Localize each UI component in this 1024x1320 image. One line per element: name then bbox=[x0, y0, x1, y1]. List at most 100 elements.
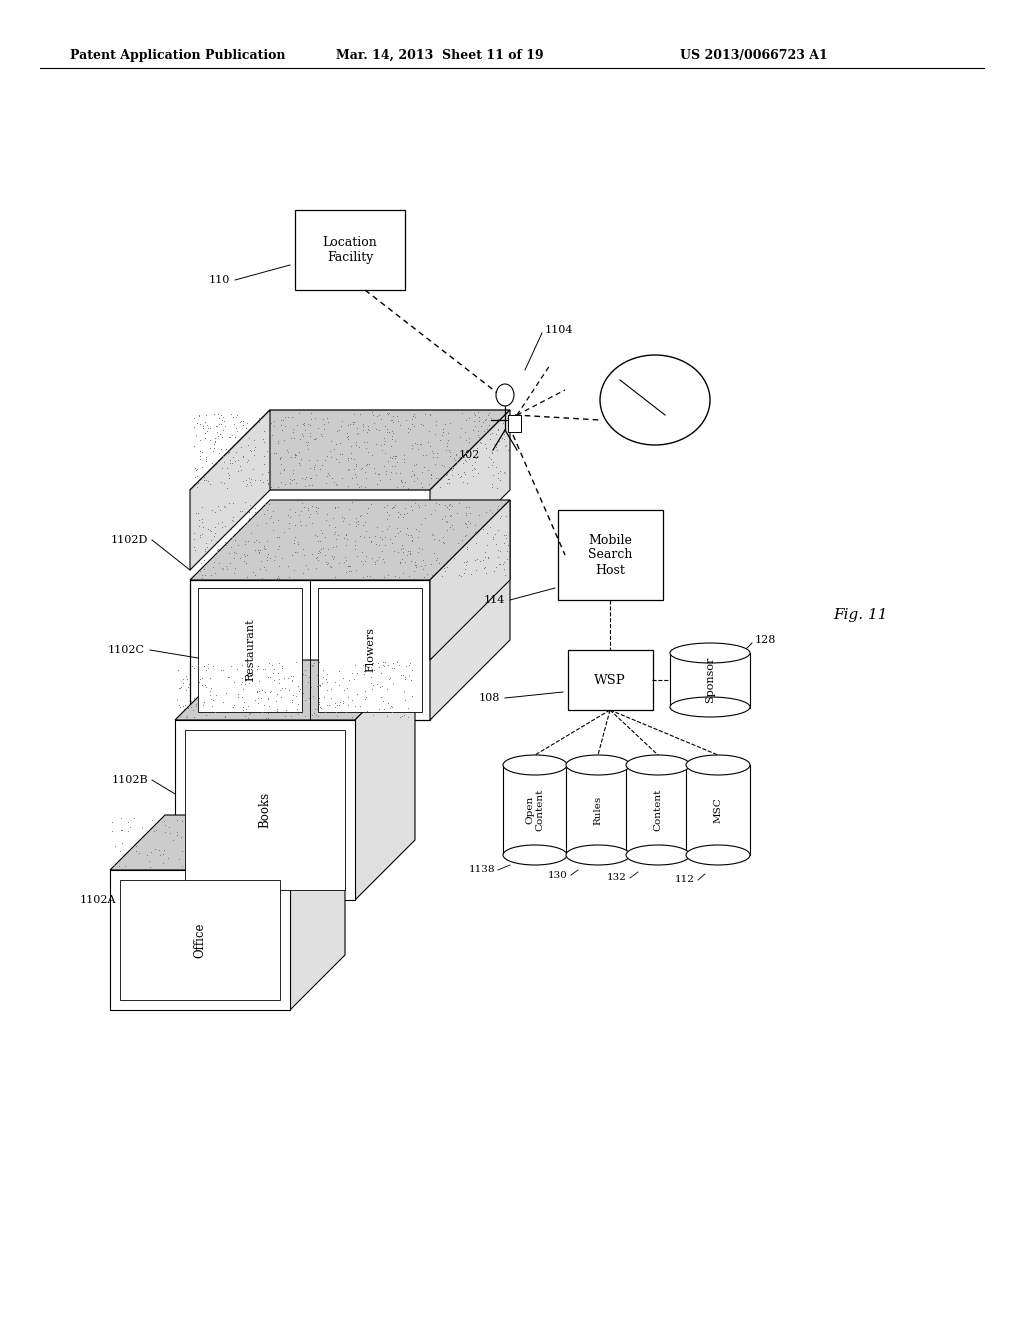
Point bbox=[499, 548, 515, 569]
Ellipse shape bbox=[503, 845, 567, 865]
Point bbox=[254, 701, 270, 722]
Point bbox=[485, 560, 502, 581]
Point bbox=[319, 829, 336, 850]
Point bbox=[480, 510, 497, 531]
Point bbox=[371, 420, 387, 441]
Point bbox=[384, 412, 400, 433]
Point bbox=[257, 818, 273, 840]
Point bbox=[406, 404, 422, 425]
Point bbox=[416, 566, 432, 587]
Point bbox=[355, 655, 372, 676]
Point bbox=[251, 541, 267, 562]
Point bbox=[311, 692, 328, 713]
Point bbox=[340, 686, 356, 708]
Point bbox=[273, 656, 290, 677]
Point bbox=[196, 834, 212, 855]
Point bbox=[311, 697, 328, 718]
Point bbox=[256, 659, 272, 680]
Point bbox=[195, 417, 211, 438]
Point bbox=[247, 689, 263, 710]
Point bbox=[430, 471, 446, 492]
Point bbox=[223, 510, 240, 531]
Point bbox=[216, 473, 232, 494]
Point bbox=[178, 826, 195, 847]
Point bbox=[202, 668, 218, 689]
Point bbox=[385, 657, 401, 678]
Point bbox=[477, 433, 494, 454]
Point bbox=[403, 434, 420, 455]
Point bbox=[423, 565, 439, 586]
Point bbox=[336, 508, 352, 529]
Point bbox=[425, 442, 441, 463]
Point bbox=[272, 849, 289, 870]
Point bbox=[281, 832, 297, 853]
Point bbox=[236, 471, 252, 492]
Point bbox=[269, 849, 286, 870]
Point bbox=[470, 420, 486, 441]
Point bbox=[345, 414, 361, 436]
Point bbox=[197, 558, 213, 579]
Point bbox=[120, 821, 136, 842]
Point bbox=[484, 422, 501, 444]
Point bbox=[427, 411, 443, 432]
Text: 112: 112 bbox=[675, 875, 695, 884]
Point bbox=[211, 442, 227, 463]
Point bbox=[399, 698, 416, 719]
Point bbox=[471, 407, 487, 428]
Point bbox=[199, 536, 215, 557]
Point bbox=[364, 678, 380, 700]
Point bbox=[209, 422, 225, 444]
Point bbox=[268, 838, 285, 859]
Point bbox=[214, 557, 230, 578]
Point bbox=[306, 698, 323, 719]
Point bbox=[331, 451, 347, 473]
Point bbox=[346, 458, 362, 479]
Point bbox=[350, 477, 367, 498]
Point bbox=[214, 558, 230, 579]
Point bbox=[230, 684, 247, 705]
Point bbox=[215, 420, 231, 441]
Point bbox=[385, 652, 401, 673]
Bar bbox=[120, 880, 280, 1001]
Point bbox=[484, 473, 501, 494]
Point bbox=[273, 677, 290, 698]
Point bbox=[331, 661, 347, 682]
Point bbox=[208, 416, 224, 437]
Point bbox=[309, 676, 326, 697]
Point bbox=[340, 428, 356, 449]
Bar bbox=[198, 587, 302, 711]
Point bbox=[499, 541, 515, 562]
Point bbox=[207, 432, 223, 453]
Ellipse shape bbox=[670, 697, 750, 717]
Point bbox=[256, 694, 272, 715]
Point bbox=[443, 515, 460, 536]
Point bbox=[358, 701, 375, 722]
Point bbox=[459, 550, 475, 572]
Text: US 2013/0066723 A1: US 2013/0066723 A1 bbox=[680, 49, 827, 62]
Point bbox=[209, 541, 225, 562]
Point bbox=[257, 708, 273, 729]
Point bbox=[241, 508, 257, 529]
Point bbox=[226, 557, 243, 578]
Point bbox=[377, 442, 393, 463]
Ellipse shape bbox=[566, 845, 630, 865]
Bar bbox=[686, 766, 750, 855]
Point bbox=[437, 495, 454, 516]
Point bbox=[224, 527, 241, 548]
Point bbox=[287, 444, 303, 465]
Point bbox=[348, 507, 365, 528]
Point bbox=[500, 440, 516, 461]
Text: 110: 110 bbox=[209, 275, 230, 285]
Point bbox=[347, 434, 364, 455]
Point bbox=[348, 684, 365, 705]
Point bbox=[343, 436, 359, 457]
Point bbox=[220, 667, 237, 688]
Text: Rules: Rules bbox=[594, 796, 602, 825]
Point bbox=[446, 449, 463, 470]
Point bbox=[236, 550, 252, 572]
Point bbox=[407, 471, 423, 492]
Point bbox=[203, 529, 219, 550]
Point bbox=[296, 412, 312, 433]
Point bbox=[347, 463, 364, 484]
Point bbox=[389, 451, 406, 473]
